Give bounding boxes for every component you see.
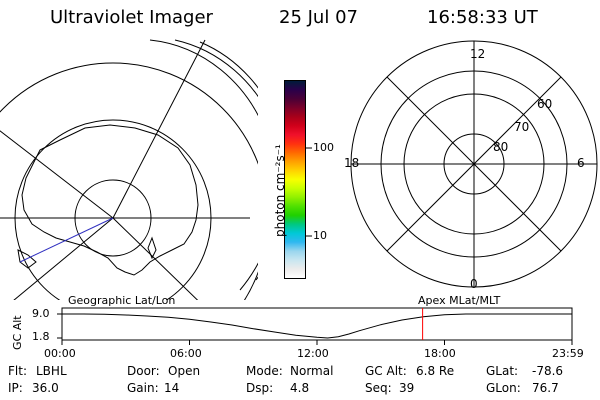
altitude-series-line bbox=[62, 313, 572, 339]
timeline-x-tick: 23:59 bbox=[552, 347, 584, 360]
info-value-glon: 76.7 bbox=[532, 381, 559, 395]
info-label-ip: IP: bbox=[8, 381, 23, 395]
info-value-dsp: 4.8 bbox=[290, 381, 310, 395]
info-label-gain: Gain: bbox=[127, 381, 159, 395]
coastline-feature bbox=[147, 236, 157, 260]
map-meridian bbox=[13, 217, 114, 300]
timeline-x-tick: 00:00 bbox=[44, 347, 76, 360]
info-label-flt: Flt: bbox=[8, 364, 27, 378]
info-value-gain: 14 bbox=[164, 381, 180, 395]
colorbar-tick-label: 100 bbox=[313, 141, 334, 154]
info-value-ip: 36.0 bbox=[32, 381, 59, 395]
info-value-flt: LBHL bbox=[36, 364, 67, 378]
info-label-mode: Mode: bbox=[246, 364, 283, 378]
map-arc bbox=[174, 39, 258, 281]
polar-label-60: 60 bbox=[537, 97, 553, 111]
polar-label-0: 0 bbox=[470, 277, 478, 291]
timeline-y-tick: 9.0 bbox=[32, 307, 50, 320]
colorbar-tick-label: 10 bbox=[313, 229, 327, 242]
timeline-right-label: Apex MLat/MLT bbox=[418, 294, 501, 307]
map-meridian bbox=[112, 217, 199, 300]
info-value-gcalt: 6.8 Re bbox=[416, 364, 455, 378]
info-label-door: Door: bbox=[127, 364, 160, 378]
map-meridian bbox=[0, 130, 114, 219]
header-time: 16:58:33 UT bbox=[427, 7, 538, 28]
polar-label-70: 70 bbox=[514, 120, 530, 134]
polar-label-6: 6 bbox=[577, 156, 585, 170]
timeline-left-label: Geographic Lat/Lon bbox=[68, 294, 176, 307]
timeline-y-tick: 1.8 bbox=[32, 330, 50, 343]
timeline-x-tick: 06:00 bbox=[170, 347, 202, 360]
info-label-glon: GLon: bbox=[486, 381, 521, 395]
info-label-glat: GLat: bbox=[486, 364, 519, 378]
colorbar bbox=[284, 80, 306, 279]
polar-diagonal bbox=[386, 76, 562, 252]
coastline-island bbox=[17, 249, 37, 269]
map-arc bbox=[149, 39, 258, 291]
header-date: 25 Jul 07 bbox=[279, 7, 358, 28]
polar-label-18: 18 bbox=[344, 156, 360, 170]
info-label-gcalt: GC Alt: bbox=[365, 364, 407, 378]
map-latitude-circle bbox=[0, 62, 258, 300]
polar-label-12: 12 bbox=[470, 47, 486, 61]
satellite-track-line bbox=[19, 217, 114, 263]
timeline-x-tick: 18:00 bbox=[424, 347, 456, 360]
info-value-door: Open bbox=[168, 364, 201, 378]
info-label-dsp: Dsp: bbox=[246, 381, 274, 395]
timeline-x-tick: 12:00 bbox=[297, 347, 329, 360]
info-label-seq: Seq: bbox=[365, 381, 392, 395]
polar-label-80: 80 bbox=[493, 140, 509, 154]
info-value-glat: -78.6 bbox=[532, 364, 564, 378]
page-title: Ultraviolet Imager bbox=[50, 7, 213, 28]
info-value-mode: Normal bbox=[290, 364, 334, 378]
map-meridian bbox=[112, 39, 206, 219]
info-value-seq: 39 bbox=[399, 381, 415, 395]
timeline-frame bbox=[61, 307, 573, 341]
antarctica-coastline bbox=[21, 124, 199, 276]
map-arc bbox=[199, 41, 258, 89]
